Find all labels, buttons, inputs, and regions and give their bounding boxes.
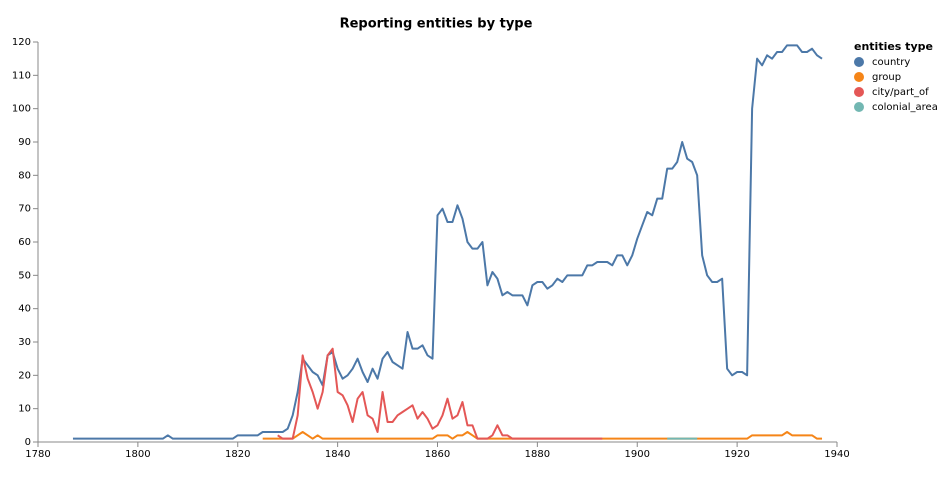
line — [72, 44, 823, 440]
chart-title: Reporting entities by type — [340, 17, 533, 32]
legend-label: group — [872, 72, 901, 83]
x-tick-label: 1860 — [425, 449, 450, 460]
y-tick-label: 80 — [18, 170, 31, 181]
legend-label: city/part_of — [872, 87, 929, 98]
y-tick-label: 90 — [18, 137, 31, 148]
x-tick-label: 1900 — [625, 449, 650, 460]
x-tick-label: 1920 — [724, 449, 749, 460]
legend-label: country — [872, 57, 910, 68]
line — [277, 347, 603, 440]
y-tick-label: 10 — [18, 404, 31, 415]
legend-swatch — [854, 72, 864, 82]
y-tick-label: 70 — [18, 204, 31, 215]
legend-label: colonial_area — [872, 102, 938, 113]
x-tick-label: 1800 — [125, 449, 150, 460]
legend-swatch — [854, 102, 864, 112]
y-tick-label: 20 — [18, 370, 31, 381]
y-tick-label: 30 — [18, 337, 31, 348]
y-tick-label: 0 — [25, 437, 31, 448]
y-tick-label: 40 — [18, 304, 31, 315]
y-tick-label: 60 — [18, 237, 31, 248]
y-tick-label: 100 — [12, 104, 31, 115]
legend-swatch — [854, 87, 864, 97]
y-tick-label: 110 — [12, 70, 31, 81]
legend-swatch — [854, 57, 864, 67]
x-tick-label: 1780 — [25, 449, 50, 460]
y-tick-label: 120 — [12, 37, 31, 48]
y-tick-label: 50 — [18, 270, 31, 281]
line — [262, 431, 823, 440]
x-tick-label: 1880 — [525, 449, 550, 460]
x-tick-label: 1940 — [824, 449, 849, 460]
x-tick-label: 1820 — [225, 449, 250, 460]
x-tick-label: 1840 — [325, 449, 350, 460]
legend-title: entities type — [854, 40, 933, 53]
